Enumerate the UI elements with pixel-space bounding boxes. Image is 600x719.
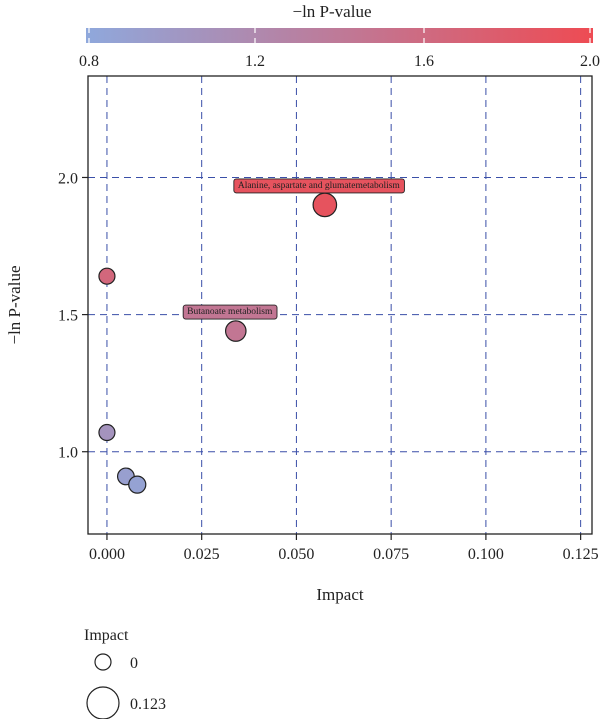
y-axis: 1.0 1.5 2.0 (58, 170, 88, 462)
size-legend-title: Impact (84, 627, 129, 644)
y-tick-label: 1.0 (58, 445, 78, 462)
point-labels: Butanoate metabolism Alanine, aspartate a… (182, 178, 405, 320)
grid-lines (88, 76, 592, 534)
size-legend: Impact 0 0.123 (84, 627, 166, 719)
colorbar: −ln P-value 0.8 1.2 1.6 2.0 (79, 2, 600, 70)
size-legend-circle (94, 653, 112, 671)
point-label: Butanoate metabolism (182, 304, 278, 320)
point-label-text: Alanine, aspartate and glumatemetabolism (238, 181, 401, 191)
colorbar-ticks: 0.8 1.2 1.6 2.0 (79, 28, 600, 70)
x-tick-label: 0.125 (563, 546, 599, 563)
size-legend-label: 0 (130, 655, 138, 672)
colorbar-title: −ln P-value (293, 2, 372, 21)
colorbar-gradient (86, 28, 593, 43)
x-tick-label: 0.050 (278, 546, 314, 563)
colorbar-tick-label: 1.2 (245, 53, 265, 70)
size-legend-label: 0.123 (130, 696, 166, 713)
x-axis: 0.000 0.025 0.050 0.075 0.100 0.125 (89, 534, 599, 563)
x-tick-label: 0.000 (89, 546, 125, 563)
y-axis-title: −ln P-value (5, 266, 24, 345)
data-point (224, 320, 247, 342)
size-legend-items: 0 0.123 (86, 653, 166, 719)
colorbar-tick-label: 0.8 (79, 53, 99, 70)
point-label-box (233, 178, 405, 194)
colorbar-tick-label: 2.0 (580, 53, 600, 70)
data-point (98, 267, 116, 285)
y-tick-label: 1.5 (58, 308, 78, 325)
point-label: Alanine, aspartate and glumatemetabolism (233, 178, 405, 194)
x-tick-label: 0.100 (468, 546, 504, 563)
point-label-box (182, 304, 278, 320)
data-point (98, 423, 116, 442)
x-tick-label: 0.075 (373, 546, 409, 563)
size-legend-circle (86, 686, 120, 719)
y-tick-label: 2.0 (58, 170, 78, 187)
x-tick-label: 0.025 (184, 546, 220, 563)
x-axis-title: Impact (316, 585, 363, 604)
data-point (128, 475, 147, 494)
plot-area: 0.000 0.025 0.050 0.075 0.100 0.125 1.0 1.5 2.0… (58, 75, 599, 563)
plot-frame (87, 75, 593, 535)
colorbar-tick-label: 1.6 (414, 53, 434, 70)
data-points (98, 192, 338, 494)
point-label-text: Butanoate metabolism (187, 307, 273, 317)
data-point (312, 192, 338, 218)
